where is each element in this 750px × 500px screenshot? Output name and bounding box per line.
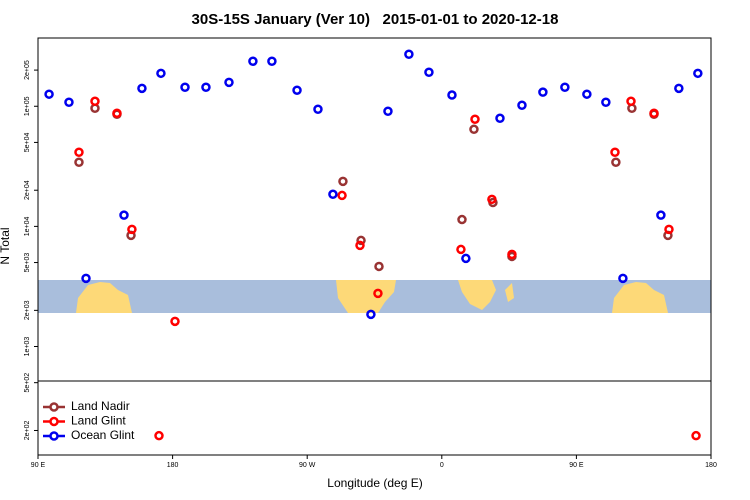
point bbox=[119, 210, 129, 220]
point bbox=[292, 85, 302, 95]
legend-marker bbox=[49, 431, 59, 441]
point bbox=[224, 77, 234, 88]
point bbox=[366, 309, 376, 320]
point bbox=[664, 224, 674, 235]
y-tick-label: 5e+02 bbox=[24, 373, 31, 393]
point bbox=[507, 249, 517, 260]
point bbox=[356, 235, 366, 246]
point bbox=[656, 210, 666, 220]
y-tick-label: 2e+05 bbox=[24, 60, 31, 80]
legend-marker bbox=[49, 416, 59, 427]
point bbox=[180, 82, 190, 92]
point bbox=[469, 124, 479, 135]
point bbox=[338, 176, 348, 187]
x-tick-label: 90 E bbox=[569, 462, 584, 469]
point bbox=[538, 87, 548, 97]
point bbox=[201, 82, 211, 92]
x-tick-label: 0 bbox=[440, 462, 444, 469]
y-axis-label: N Total bbox=[0, 227, 12, 264]
point bbox=[447, 90, 457, 100]
point bbox=[611, 157, 621, 167]
y-tick-label: 2e+02 bbox=[24, 421, 31, 441]
point bbox=[626, 96, 636, 107]
point bbox=[170, 316, 180, 327]
map-background bbox=[38, 280, 711, 313]
plot-frame bbox=[37, 37, 712, 456]
x-axis-label: Longitude (deg E) bbox=[327, 476, 422, 490]
point bbox=[404, 49, 414, 59]
y-tick-label: 2e+03 bbox=[24, 300, 31, 320]
point bbox=[495, 113, 505, 124]
legend-label: Ocean Glint bbox=[71, 428, 135, 442]
point bbox=[487, 194, 497, 205]
point bbox=[267, 56, 277, 66]
point bbox=[601, 97, 611, 107]
point bbox=[674, 83, 684, 94]
point bbox=[517, 100, 527, 110]
point bbox=[560, 82, 570, 92]
point bbox=[618, 273, 628, 284]
point bbox=[112, 108, 122, 119]
legend-label: Land Glint bbox=[71, 414, 126, 428]
point bbox=[154, 430, 164, 441]
point bbox=[582, 89, 592, 99]
y-tick-label: 5e+04 bbox=[24, 132, 31, 152]
point bbox=[424, 67, 434, 77]
point bbox=[248, 56, 258, 66]
y-tick-label: 1e+03 bbox=[24, 337, 31, 357]
x-tick-label: 90 E bbox=[31, 462, 46, 469]
point bbox=[156, 68, 166, 79]
point bbox=[383, 106, 393, 116]
point bbox=[649, 108, 659, 119]
chart-title: 30S-15S January (Ver 10) 2015-01-01 to 2… bbox=[192, 11, 559, 28]
x-tick-label: 90 W bbox=[299, 462, 316, 469]
y-tick-label: 1e+05 bbox=[24, 96, 31, 116]
point bbox=[457, 214, 467, 225]
point bbox=[691, 430, 701, 441]
point bbox=[337, 190, 347, 201]
point bbox=[90, 96, 100, 107]
point bbox=[81, 273, 91, 284]
point bbox=[74, 147, 84, 158]
point bbox=[456, 244, 466, 255]
y-tick-label: 5e+03 bbox=[24, 253, 31, 273]
axes: 90 E 180 90 W 0 90 E 180 2e+02 5e+02 1e+03 2e+03 5… bbox=[24, 60, 717, 469]
point bbox=[610, 147, 620, 158]
point bbox=[137, 83, 147, 94]
point bbox=[74, 157, 84, 167]
point bbox=[44, 89, 54, 99]
point bbox=[693, 68, 703, 79]
point bbox=[328, 189, 338, 200]
point bbox=[373, 288, 383, 299]
point bbox=[355, 240, 365, 251]
point bbox=[470, 114, 480, 124]
x-tick-label: 180 bbox=[705, 462, 717, 469]
point bbox=[127, 224, 137, 235]
point bbox=[64, 97, 74, 107]
legend-label: Land Nadir bbox=[71, 399, 130, 413]
y-tick-label: 2e+04 bbox=[24, 180, 31, 200]
points bbox=[44, 49, 703, 441]
point bbox=[374, 261, 384, 272]
y-tick-label: 1e+04 bbox=[24, 216, 31, 236]
x-tick-label: 180 bbox=[167, 462, 179, 469]
legend-marker bbox=[49, 402, 59, 412]
point bbox=[313, 104, 323, 115]
point bbox=[461, 253, 471, 264]
